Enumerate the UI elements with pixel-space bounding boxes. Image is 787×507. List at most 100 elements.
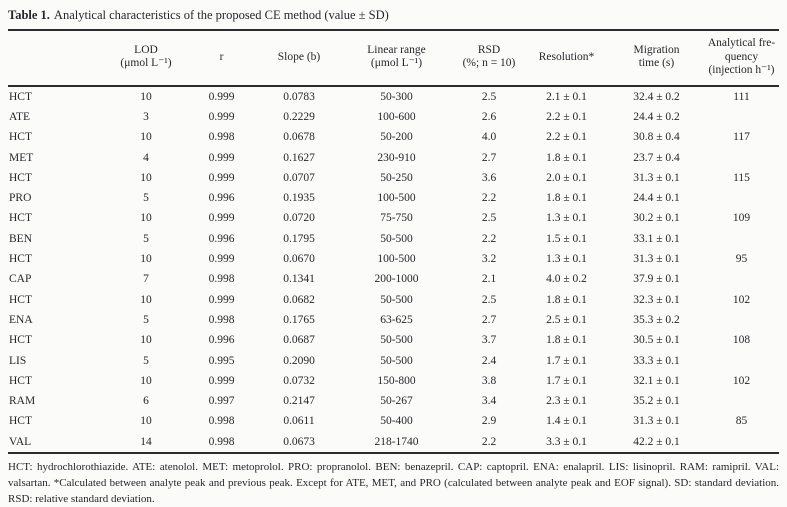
cell-linear-range: 75-750 <box>380 212 413 225</box>
cell-analyte: ATE <box>9 110 31 123</box>
table-row: HCT 10 0.999 0.0783 50-300 2.5 2.1 ± 0.1 32.4 ±… <box>8 86 779 107</box>
cell-lod: 5 <box>143 354 149 367</box>
cell-resolution: 1.3 ± 0.1 <box>546 212 587 225</box>
table-row: BEN 5 0.996 0.1795 50-500 2.2 1.5 ± 0.1 33.1 ± … <box>8 229 779 249</box>
cell-slope: 0.0670 <box>283 253 315 266</box>
table-row: HCT 10 0.996 0.0687 50-500 3.7 1.8 ± 0.1 30.5 ±… <box>8 330 779 350</box>
table-row: HCT 10 0.999 0.0682 50-500 2.5 1.8 ± 0.1 32.3 ±… <box>8 289 779 309</box>
cell-lod: 10 <box>140 131 152 144</box>
cell-linear-range: 50-500 <box>380 354 413 367</box>
cell-resolution: 2.1 ± 0.1 <box>546 90 587 103</box>
cell-slope: 0.2147 <box>283 395 315 408</box>
cell-migration-time: 32.4 ± 0.2 <box>633 90 680 103</box>
cell-frequency: 117 <box>733 131 750 144</box>
cell-lod: 10 <box>140 334 152 347</box>
cell-lod: 10 <box>140 212 152 225</box>
cell-migration-time: 30.2 ± 0.1 <box>633 212 680 225</box>
cell-analyte: HCT <box>9 334 32 347</box>
cell-rsd: 2.5 <box>481 212 497 225</box>
column-header-line: Linear range <box>367 43 426 56</box>
cell-linear-range: 50-500 <box>380 232 413 245</box>
cell-frequency <box>704 188 779 208</box>
cell-rsd: 4.0 <box>481 131 497 144</box>
cell-slope: 0.1935 <box>283 192 315 205</box>
cell-lod: 14 <box>140 435 152 448</box>
column-header-migration-time: Migration time (s) <box>609 30 704 87</box>
column-header-rsd: RSD (%; n = 10) <box>454 30 524 87</box>
cell-migration-time: 42.2 ± 0.1 <box>633 435 680 448</box>
table-header: LOD (μmol L⁻¹) r Slope (b) Linear range (μmol… <box>8 30 779 87</box>
cell-analyte: HCT <box>9 415 32 428</box>
cell-resolution: 1.3 ± 0.1 <box>546 253 587 266</box>
column-header-line: (injection h⁻¹) <box>708 64 775 76</box>
cell-frequency <box>704 350 779 370</box>
cell-analyte: LIS <box>9 354 27 367</box>
cell-rsd: 3.4 <box>481 395 497 408</box>
cell-frequency <box>704 391 779 411</box>
cell-slope: 0.2090 <box>283 354 315 367</box>
cell-r: 0.997 <box>208 395 235 408</box>
cell-analyte: CAP <box>9 273 32 286</box>
cell-lod: 5 <box>143 313 149 326</box>
cell-linear-range: 63-625 <box>380 313 413 326</box>
table-row: HCT 10 0.999 0.0732 150-800 3.8 1.7 ± 0.1 32.1 … <box>8 371 779 391</box>
cell-slope: 0.0720 <box>283 212 315 225</box>
cell-r: 0.999 <box>208 90 235 103</box>
cell-resolution: 1.8 ± 0.1 <box>546 192 587 205</box>
cell-lod: 4 <box>143 151 149 164</box>
column-header-analyte <box>8 30 108 87</box>
cell-frequency: 109 <box>732 212 751 225</box>
cell-rsd: 2.9 <box>481 415 497 428</box>
table-title-text: Analytical characteristics of the propos… <box>53 8 389 22</box>
cell-resolution: 1.4 ± 0.1 <box>546 415 587 428</box>
cell-analyte: PRO <box>9 192 32 205</box>
cell-migration-time: 37.9 ± 0.1 <box>633 273 680 286</box>
cell-migration-time: 31.3 ± 0.1 <box>633 253 680 266</box>
cell-linear-range: 150-800 <box>377 374 416 387</box>
cell-slope: 0.0687 <box>283 334 315 347</box>
cell-migration-time: 32.3 ± 0.1 <box>633 293 680 306</box>
cell-resolution: 2.2 ± 0.1 <box>546 131 587 144</box>
cell-slope: 0.2229 <box>283 110 315 123</box>
cell-slope: 0.0678 <box>283 131 315 144</box>
cell-analyte: ENA <box>9 313 33 326</box>
table-row: LIS 5 0.995 0.2090 50-500 2.4 1.7 ± 0.1 33.3 ± … <box>8 350 779 370</box>
table-row: MET 4 0.999 0.1627 230-910 2.7 1.8 ± 0.1 23.7 ±… <box>8 147 779 167</box>
cell-rsd: 2.7 <box>481 151 497 164</box>
cell-rsd: 3.2 <box>481 253 497 266</box>
cell-frequency <box>704 229 779 249</box>
cell-rsd: 2.2 <box>481 232 497 245</box>
cell-frequency <box>704 147 779 167</box>
cell-frequency: 102 <box>732 374 751 387</box>
cell-analyte: VAL <box>9 435 32 448</box>
cell-rsd: 2.5 <box>481 90 497 103</box>
table-row: RAM 6 0.997 0.2147 50-267 3.4 2.3 ± 0.1 35.2 ± … <box>8 391 779 411</box>
table-footnote: HCT: hydrochlorothiazide. ATE: atenolol.… <box>8 460 779 506</box>
cell-rsd: 2.2 <box>481 192 497 205</box>
cell-resolution: 2.3 ± 0.1 <box>546 395 587 408</box>
cell-r: 0.995 <box>208 354 235 367</box>
cell-r: 0.996 <box>208 192 235 205</box>
cell-migration-time: 23.7 ± 0.4 <box>633 151 680 164</box>
header-row: LOD (μmol L⁻¹) r Slope (b) Linear range (μmol… <box>8 30 779 87</box>
cell-resolution: 1.5 ± 0.1 <box>546 232 587 245</box>
cell-migration-time: 31.3 ± 0.1 <box>633 171 680 184</box>
column-header-line: (%; n = 10) <box>462 57 516 70</box>
column-header-line: Resolution* <box>538 50 595 63</box>
cell-migration-time: 32.1 ± 0.1 <box>633 374 680 387</box>
cell-linear-range: 50-400 <box>380 415 413 428</box>
column-header-slope: Slope (b) <box>259 30 339 87</box>
cell-r: 0.999 <box>208 171 235 184</box>
cell-resolution: 4.0 ± 0.2 <box>546 273 587 286</box>
cell-frequency <box>704 432 779 453</box>
cell-analyte: MET <box>9 151 34 164</box>
cell-r: 0.999 <box>208 151 235 164</box>
cell-frequency <box>704 310 779 330</box>
cell-frequency: 108 <box>732 334 751 347</box>
column-header-linear-range: Linear range (μmol L⁻¹) <box>339 30 454 87</box>
cell-linear-range: 50-200 <box>380 131 413 144</box>
cell-rsd: 2.4 <box>481 354 497 367</box>
cell-r: 0.999 <box>208 374 235 387</box>
cell-slope: 0.1341 <box>283 273 315 286</box>
